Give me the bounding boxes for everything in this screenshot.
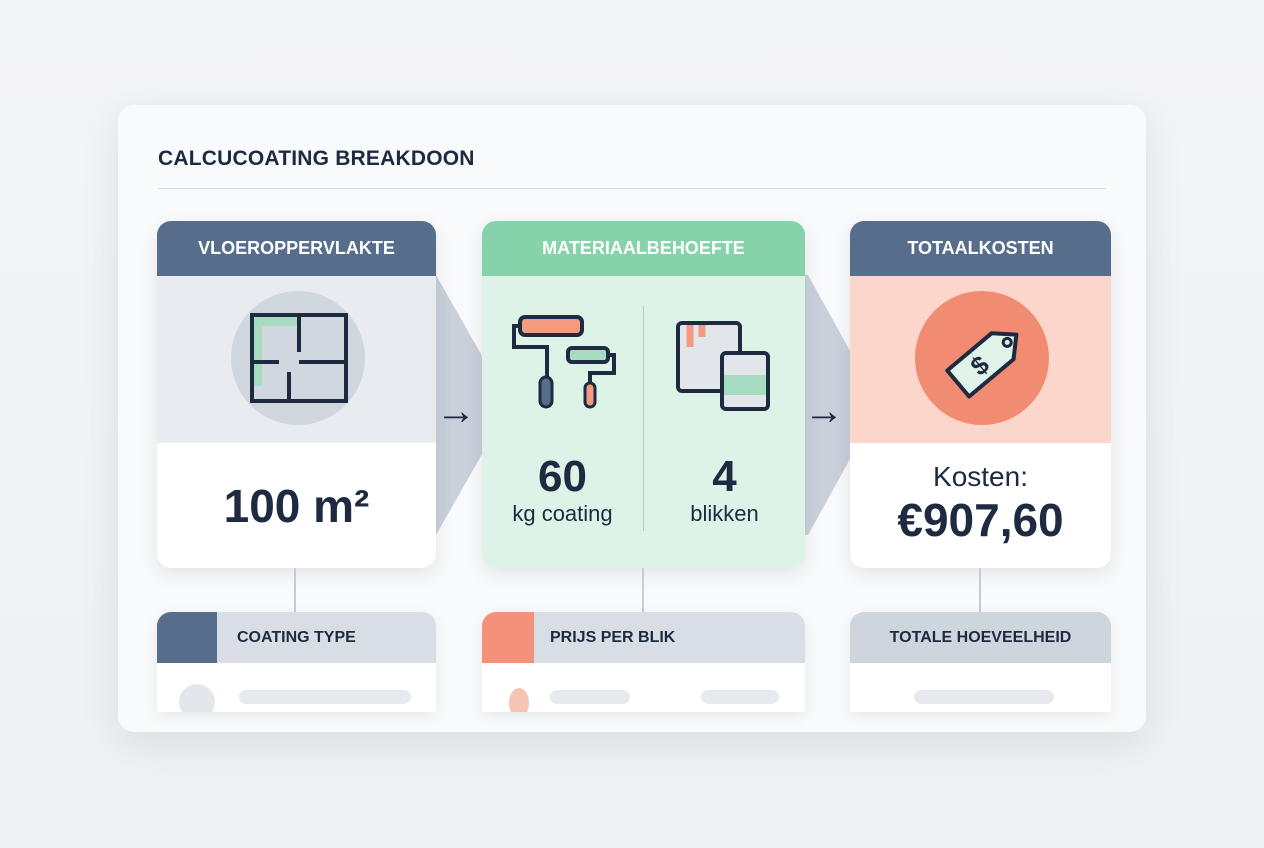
coating-value: 60 xyxy=(538,452,587,501)
card-header: TOTAALKOSTEN xyxy=(850,221,1111,276)
card-image: $ xyxy=(850,276,1111,443)
detail-total-quantity: TOTALE HOEVEELHEID xyxy=(850,612,1111,712)
coating-amount: 60 kg coating xyxy=(482,453,643,527)
coating-label: kg coating xyxy=(512,501,613,526)
card-header: VLOEROPPERVLAKTE xyxy=(157,221,436,276)
chevron-2 xyxy=(788,275,880,535)
detail-label: TOTALE HOEVEELHEID xyxy=(889,628,1072,646)
paint-roller-icon xyxy=(512,315,616,409)
paint-can-icon xyxy=(676,321,770,411)
card-material: MATERIAALBEHOEFTE 60 kg coating 4 blikke… xyxy=(482,221,805,568)
cans-amount: 4 blikken xyxy=(644,453,805,527)
price-tag-icon: $ xyxy=(945,331,1019,399)
detail-label: PRIJS PER BLIK xyxy=(550,628,676,646)
detail-label: COATING TYPE xyxy=(237,628,356,646)
divider xyxy=(643,306,644,531)
cans-label: blikken xyxy=(690,501,759,526)
flow-chevrons xyxy=(418,275,880,535)
cost-label: Kosten: xyxy=(933,461,1028,492)
arrow-right-icon: → xyxy=(436,389,476,433)
divider xyxy=(158,188,1106,189)
floor-area-value: 100 m² xyxy=(223,479,370,532)
chevron-1 xyxy=(418,275,510,535)
card-total-cost: TOTAALKOSTEN $ Kosten: €907,60 xyxy=(850,221,1111,568)
cans-value: 4 xyxy=(712,452,737,501)
cost-value: €907,60 xyxy=(897,494,1064,546)
card-header: MATERIAALBEHOEFTE xyxy=(482,221,805,276)
connector xyxy=(294,568,296,612)
connector xyxy=(642,568,644,612)
detail-coating-type: COATING TYPE xyxy=(157,612,436,712)
detail-price-per-can: PRIJS PER BLIK xyxy=(482,612,805,712)
floor-plan-icon xyxy=(250,313,348,403)
cost-block: Kosten: €907,60 xyxy=(850,443,1111,568)
connector xyxy=(979,568,981,612)
card-floor-area: VLOEROPPERVLAKTE 100 m² xyxy=(157,221,436,568)
card-image xyxy=(157,276,436,443)
arrow-right-icon: → xyxy=(804,389,844,433)
page-title: CALCUCOATING BREAKDOON xyxy=(158,147,475,170)
breakdown-panel: CALCUCOATING BREAKDOON → → VLOEROPPERVLA… xyxy=(118,105,1146,732)
